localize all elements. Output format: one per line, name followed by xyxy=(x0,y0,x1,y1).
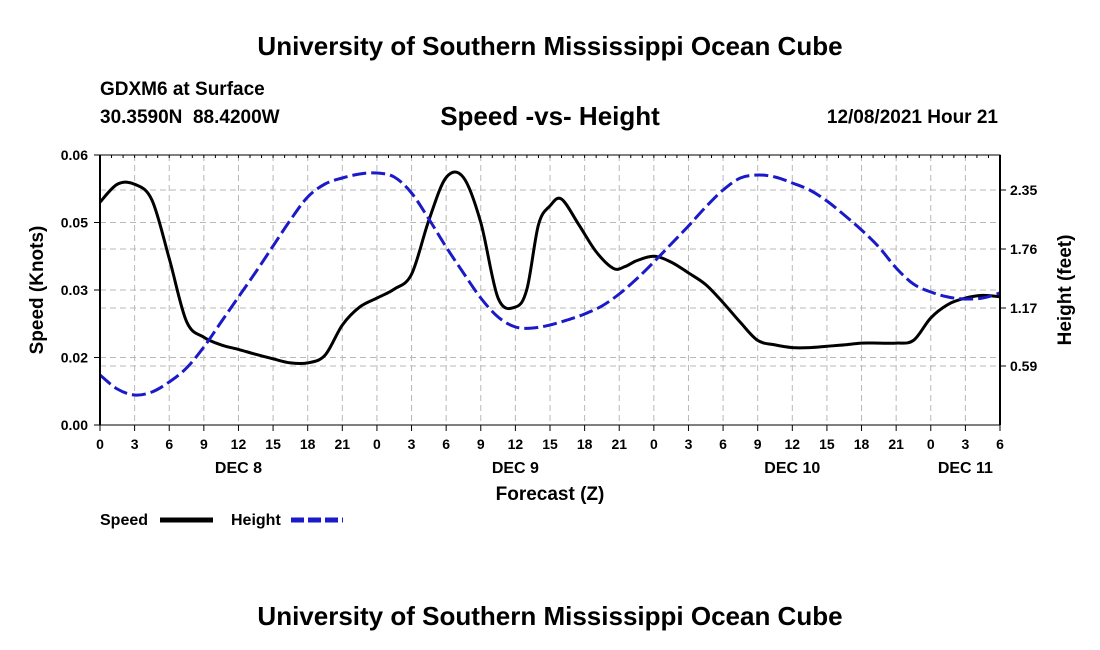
x-tick-label: 9 xyxy=(200,436,208,452)
series-line-height xyxy=(99,171,1001,397)
y-tick-label: 0.05 xyxy=(61,215,88,231)
x-tick-label: 18 xyxy=(854,436,870,452)
x-tick-label: 0 xyxy=(373,436,381,452)
x-tick-label: 15 xyxy=(265,436,281,452)
x-tick-label: 3 xyxy=(685,436,693,452)
x-tick-label: 15 xyxy=(542,436,558,452)
x-tick-label: 6 xyxy=(996,436,1004,452)
y2-tick-label: 1.17 xyxy=(1010,300,1037,316)
chart-title: Speed -vs- Height xyxy=(440,101,660,131)
x-tick-label: 3 xyxy=(961,436,969,452)
y2-tick-label: 2.35 xyxy=(1010,182,1037,198)
station-label: GDXM6 at Surface xyxy=(100,79,265,100)
y-tick-label: 0.06 xyxy=(61,147,88,163)
legend-height-label: Height xyxy=(231,512,281,529)
x-tick-label: 6 xyxy=(442,436,450,452)
x-tick-label: 9 xyxy=(477,436,485,452)
day-label: DEC 9 xyxy=(492,460,539,477)
x-tick-label: 15 xyxy=(819,436,835,452)
legend-speed-label: Speed xyxy=(100,512,148,529)
y-axis-label: Speed (Knots) xyxy=(27,226,48,355)
x-tick-label: 18 xyxy=(577,436,593,452)
x-tick-label: 3 xyxy=(408,436,416,452)
y2-tick-label: 1.76 xyxy=(1010,241,1037,257)
x-tick-label: 12 xyxy=(231,436,247,452)
x-tick-label: 0 xyxy=(927,436,935,452)
x-tick-label: 12 xyxy=(785,436,801,452)
x-tick-label: 3 xyxy=(131,436,139,452)
series-layer xyxy=(98,170,1001,397)
legend: Speed Height xyxy=(100,512,343,529)
x-axis-label: Forecast (Z) xyxy=(496,484,605,505)
x-tick-label: 12 xyxy=(508,436,524,452)
x-tick-label: 18 xyxy=(300,436,316,452)
x-tick-label: 0 xyxy=(650,436,658,452)
y2-tick-label: 0.59 xyxy=(1010,358,1037,374)
day-label: DEC 8 xyxy=(215,460,262,477)
axes: 0 3 6 9 12 15 18 21 0 3 6 9 12 15 18 21 0 3 6 9 12 15 18 21 0 3 6 0… xyxy=(61,147,1038,477)
x-tick-label: 21 xyxy=(611,436,627,452)
day-label: DEC 11 xyxy=(938,460,993,477)
x-tick-label: 0 xyxy=(96,436,104,452)
y-tick-label: 0.00 xyxy=(61,417,88,433)
y-tick-label: 0.03 xyxy=(61,282,88,298)
y2-axis-label: Height (feet) xyxy=(1055,235,1076,346)
x-tick-label: 6 xyxy=(165,436,173,452)
y-tick-label: 0.02 xyxy=(61,350,88,366)
x-tick-label: 21 xyxy=(335,436,351,452)
x-tick-label: 6 xyxy=(719,436,727,452)
x-tick-label: 9 xyxy=(754,436,762,452)
page-title: University of Southern Mississippi Ocean… xyxy=(257,31,842,61)
series-line-speed xyxy=(98,170,1001,366)
day-label: DEC 10 xyxy=(764,460,820,477)
coordinates-label: 30.3590N 88.4200W xyxy=(100,107,280,128)
grid xyxy=(100,155,1000,425)
forecast-datetime: 12/08/2021 Hour 21 xyxy=(827,107,999,128)
x-tick-label: 21 xyxy=(888,436,904,452)
footer-title: University of Southern Mississippi Ocean… xyxy=(257,601,842,631)
